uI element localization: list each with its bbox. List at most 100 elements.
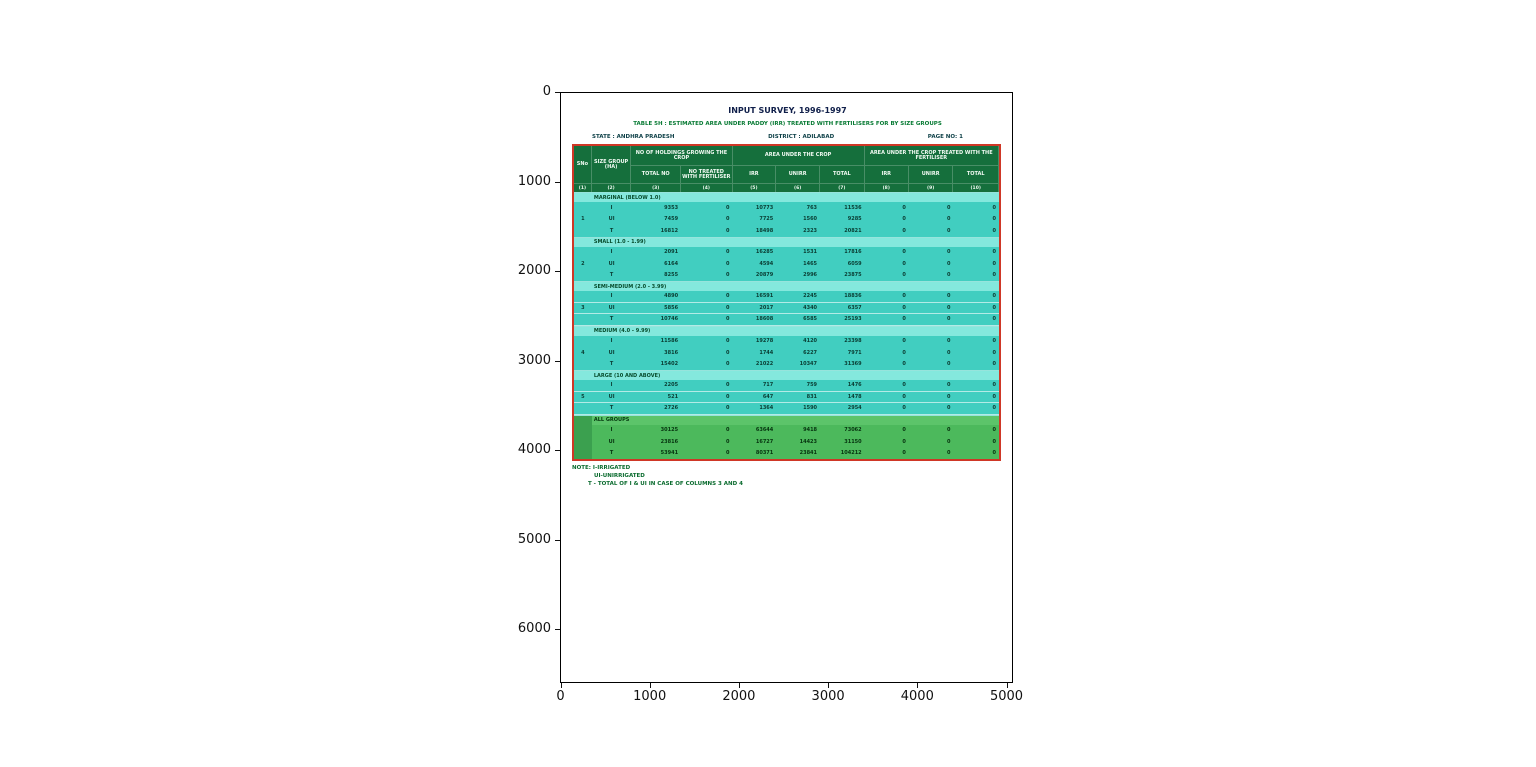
row-type-cell: UI xyxy=(608,438,615,445)
table-cell: 0 xyxy=(726,272,730,279)
y-tick-label: 3000 xyxy=(517,352,551,368)
table-cell: 2245 xyxy=(803,293,818,300)
table-cell: 7725 xyxy=(759,216,774,223)
table-row: I 30125 0 63644 9418 73062 0 0 0 xyxy=(574,424,999,436)
table-cell: 1476 xyxy=(847,382,862,389)
table-cell: 8255 xyxy=(664,272,679,279)
table-cell: 0 xyxy=(726,338,730,345)
header-col-number: (6) xyxy=(776,184,821,192)
table-cell: 0 xyxy=(992,304,996,311)
x-tick-mark xyxy=(560,683,562,688)
table-section: SMALL (1.0 - 1.99) I 2091 0 16285 1531 17816 0 0… xyxy=(574,236,999,281)
row-type-cell: T xyxy=(609,405,614,412)
table-row: I 9353 0 10773 763 11536 0 0 0 xyxy=(574,202,999,214)
table-cell: 759 xyxy=(806,382,818,389)
sno-cell xyxy=(574,327,592,336)
table-cell: 0 xyxy=(726,293,730,300)
table-cell: 104212 xyxy=(840,450,862,457)
document-meta-row: STATE : ANDHRA PRADESH DISTRICT : ADILAB… xyxy=(572,134,1003,140)
sno-cell: 2 xyxy=(581,260,585,267)
table-cell: 0 xyxy=(902,216,906,223)
district-label: DISTRICT : ADILABAD xyxy=(768,134,835,140)
table-cell: 0 xyxy=(726,204,730,211)
sno-cell: 5 xyxy=(581,393,585,400)
table-cell: 0 xyxy=(902,272,906,279)
row-type-cell: I xyxy=(610,293,613,300)
table-cell: 0 xyxy=(992,260,996,267)
table-cell: 0 xyxy=(992,227,996,234)
table-cell: 0 xyxy=(946,382,951,389)
table-cell: 0 xyxy=(946,260,951,267)
table-cell: 73062 xyxy=(844,427,862,434)
table-row: T 15402 0 21022 10347 31369 0 0 0 xyxy=(574,358,999,370)
table-cell: 0 xyxy=(726,260,730,267)
y-tick-label: 4000 xyxy=(517,442,551,457)
table-cell: 0 xyxy=(726,304,730,311)
table-cell: 21022 xyxy=(755,361,774,368)
y-tick-label: 1000 xyxy=(517,173,551,189)
x-tick-mark xyxy=(738,683,740,688)
table-cell: 2017 xyxy=(759,304,774,311)
table-cell: 717 xyxy=(762,382,774,389)
table-cell: 0 xyxy=(902,260,906,267)
header-treated-unirr: UNIRR xyxy=(908,166,954,184)
table-cell: 11536 xyxy=(844,204,862,211)
table-row: 5 UI 521 0 647 831 1478 0 0 0 xyxy=(574,391,999,403)
table-cell: 0 xyxy=(946,427,951,434)
table-cell: 2091 xyxy=(664,249,679,256)
page-number-label: PAGE NO: 1 xyxy=(927,134,963,140)
header-col-number: (3) xyxy=(631,184,682,192)
table-section: ALL GROUPS I 30125 0 63644 9418 73062 0 0 0 UI 2381… xyxy=(574,414,999,459)
row-type-cell: T xyxy=(609,227,614,234)
table-section: MARGINAL (BELOW 1.0) I 9353 0 10773 763 11536 0… xyxy=(574,192,999,237)
table-cell: 15402 xyxy=(660,361,679,368)
table-cell: 0 xyxy=(726,316,730,323)
table-cell: 0 xyxy=(992,316,996,323)
sno-cell xyxy=(574,282,592,291)
table-cell: 0 xyxy=(992,204,996,211)
table-cell: 23398 xyxy=(844,338,862,345)
table-cell: 0 xyxy=(992,382,996,389)
header-treated-total: TOTAL xyxy=(953,166,999,184)
table-section: LARGE (10 AND ABOVE) I 2205 0 717 759 1476 0 0 0 5… xyxy=(574,370,999,415)
table-cell: 0 xyxy=(726,450,730,457)
table-cell: 0 xyxy=(902,249,906,256)
table-cell: 18608 xyxy=(755,316,774,323)
table-cell: 4594 xyxy=(759,260,774,267)
header-area-irr: IRR xyxy=(732,166,777,184)
table-cell: 5856 xyxy=(664,304,679,311)
row-type-cell: UI xyxy=(608,304,615,311)
table-cell: 9353 xyxy=(664,204,679,211)
header-treated-block: AREA UNDER THE CROP TREATED WITH THE FER… xyxy=(864,146,999,166)
x-tick-mark xyxy=(828,683,830,688)
sno-cell xyxy=(574,314,592,325)
table-cell: 16285 xyxy=(755,249,774,256)
table-cell: 0 xyxy=(946,216,951,223)
table-cell: 0 xyxy=(726,349,730,356)
table-cell: 7459 xyxy=(664,216,679,223)
header-treated-irr: IRR xyxy=(864,166,909,184)
table-row: I 11586 0 19278 4120 23398 0 0 0 xyxy=(574,335,999,347)
table-cell: 0 xyxy=(992,427,996,434)
table-cell: 2323 xyxy=(803,227,818,234)
header-size-group: SIZE GROUP (HA) xyxy=(591,146,632,184)
table-cell: 2996 xyxy=(803,272,818,279)
table-cell: 0 xyxy=(992,338,996,345)
table-body: MARGINAL (BELOW 1.0) I 9353 0 10773 763 11536 0… xyxy=(574,192,999,459)
y-tick-label: 6000 xyxy=(517,621,551,636)
sno-cell xyxy=(574,424,592,436)
table-cell: 3816 xyxy=(664,349,679,356)
table-cell: 647 xyxy=(762,393,774,400)
table-cell: 0 xyxy=(726,216,730,223)
table-row: I 2205 0 717 759 1476 0 0 0 xyxy=(574,380,999,392)
table-cell: 763 xyxy=(806,204,818,211)
table-cell: 521 xyxy=(667,393,679,400)
header-total-no: TOTAL NO xyxy=(631,166,682,184)
note-line: UI-UNIRRIGATED xyxy=(594,473,645,479)
table-row: 4 UI 3816 0 1744 6227 7971 0 0 0 xyxy=(574,347,999,359)
table-cell: 0 xyxy=(902,405,906,412)
y-tick-mark xyxy=(555,360,560,362)
table-cell: 17816 xyxy=(844,249,862,256)
table-cell: 14423 xyxy=(799,438,818,445)
table-cell: 0 xyxy=(902,304,906,311)
